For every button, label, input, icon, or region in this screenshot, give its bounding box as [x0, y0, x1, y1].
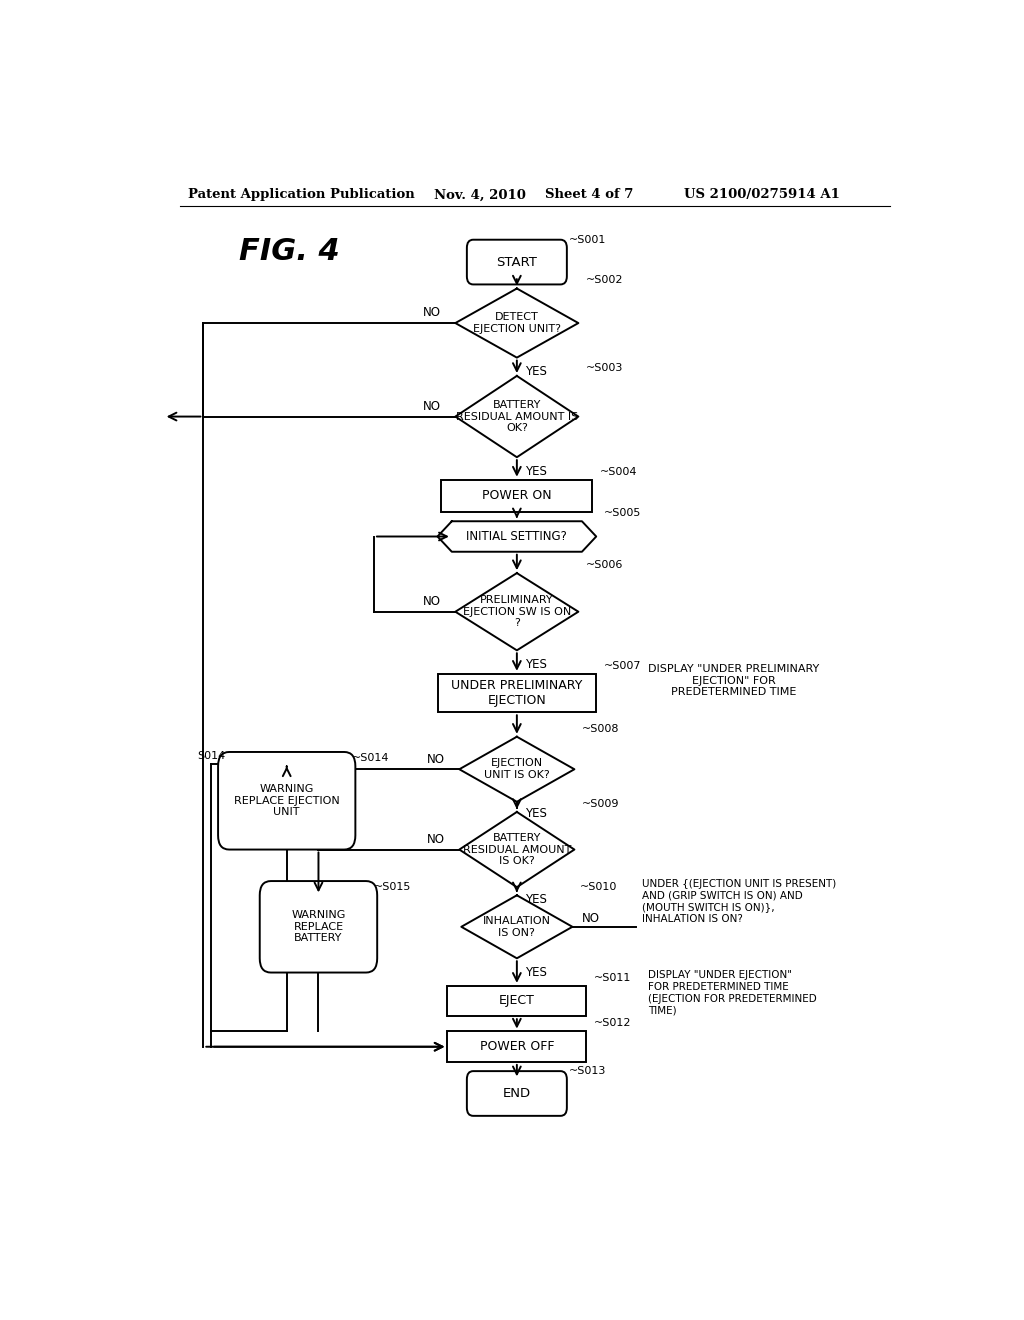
Text: ~S002: ~S002 [587, 276, 624, 285]
Text: YES: YES [524, 892, 547, 906]
Polygon shape [456, 289, 579, 358]
Text: ~S008: ~S008 [583, 723, 620, 734]
Text: NO: NO [423, 306, 441, 319]
Polygon shape [437, 521, 596, 552]
Text: END: END [503, 1086, 530, 1100]
Text: BATTERY
RESIDUAL AMOUNT IS
OK?: BATTERY RESIDUAL AMOUNT IS OK? [456, 400, 578, 433]
Text: ~S012: ~S012 [594, 1019, 632, 1028]
Text: YES: YES [524, 659, 547, 671]
FancyBboxPatch shape [467, 240, 567, 284]
Text: ~S014: ~S014 [352, 754, 390, 763]
Text: ~S011: ~S011 [594, 973, 632, 982]
Text: EJECTION
UNIT IS OK?: EJECTION UNIT IS OK? [484, 759, 550, 780]
Text: FIG. 4: FIG. 4 [240, 238, 340, 267]
Text: Patent Application Publication: Patent Application Publication [187, 189, 415, 202]
Text: ~S005: ~S005 [604, 508, 641, 519]
Text: START: START [497, 256, 538, 268]
Text: Sheet 4 of 7: Sheet 4 of 7 [545, 189, 633, 202]
FancyBboxPatch shape [260, 880, 377, 973]
Text: BATTERY
RESIDUAL AMOUNT
IS OK?: BATTERY RESIDUAL AMOUNT IS OK? [463, 833, 571, 866]
Text: ~S009: ~S009 [583, 799, 620, 809]
Text: WARNING
REPLACE EJECTION
UNIT: WARNING REPLACE EJECTION UNIT [233, 784, 340, 817]
Text: Nov. 4, 2010: Nov. 4, 2010 [433, 189, 525, 202]
Text: WARNING
REPLACE
BATTERY: WARNING REPLACE BATTERY [291, 911, 346, 944]
Bar [447, 986, 587, 1016]
Polygon shape [461, 895, 572, 958]
Text: UNDER {(EJECTION UNIT IS PRESENT)
AND (GRIP SWITCH IS ON) AND
(MOUTH SWITCH IS O: UNDER {(EJECTION UNIT IS PRESENT) AND (G… [642, 879, 837, 924]
Text: ~S006: ~S006 [587, 560, 624, 570]
Text: YES: YES [524, 366, 547, 379]
Text: ~S001: ~S001 [568, 235, 606, 244]
Text: S014: S014 [197, 751, 225, 762]
Text: NO: NO [427, 752, 445, 766]
Text: YES: YES [524, 808, 547, 821]
Text: NO: NO [582, 912, 600, 925]
Text: INITIAL SETTING?: INITIAL SETTING? [466, 531, 567, 543]
Text: NO: NO [427, 833, 445, 846]
Text: DETECT
EJECTION UNIT?: DETECT EJECTION UNIT? [473, 313, 561, 334]
FancyBboxPatch shape [218, 752, 355, 850]
Bar [437, 673, 596, 713]
Bar [441, 479, 592, 512]
Text: NO: NO [423, 595, 441, 609]
Text: ~S010: ~S010 [581, 882, 617, 892]
Text: YES: YES [524, 966, 547, 979]
Text: UNDER PRELIMINARY
EJECTION: UNDER PRELIMINARY EJECTION [452, 678, 583, 708]
Text: NO: NO [423, 400, 441, 413]
Text: PRELIMINARY
EJECTION SW IS ON
?: PRELIMINARY EJECTION SW IS ON ? [463, 595, 571, 628]
Polygon shape [456, 376, 579, 457]
Text: DISPLAY "UNDER EJECTION"
FOR PREDETERMINED TIME
(EJECTION FOR PREDETERMINED
TIME: DISPLAY "UNDER EJECTION" FOR PREDETERMIN… [648, 970, 816, 1015]
Text: YES: YES [524, 465, 547, 478]
Text: ~S015: ~S015 [374, 882, 412, 892]
Text: US 2100/0275914 A1: US 2100/0275914 A1 [684, 189, 840, 202]
Text: POWER ON: POWER ON [482, 490, 552, 503]
Text: ~S013: ~S013 [568, 1067, 606, 1076]
Text: EJECT: EJECT [499, 994, 535, 1007]
Text: ~S007: ~S007 [604, 661, 642, 671]
Bar [447, 1031, 587, 1063]
Text: DISPLAY "UNDER PRELIMINARY
EJECTION" FOR
PREDETERMINED TIME: DISPLAY "UNDER PRELIMINARY EJECTION" FOR… [648, 664, 819, 697]
Text: ~S003: ~S003 [587, 363, 624, 372]
Text: INHALATION
IS ON?: INHALATION IS ON? [483, 916, 551, 937]
Text: POWER OFF: POWER OFF [479, 1040, 554, 1053]
FancyBboxPatch shape [467, 1071, 567, 1115]
Polygon shape [460, 737, 574, 801]
Text: ~S004: ~S004 [600, 466, 638, 477]
Polygon shape [460, 812, 574, 887]
Polygon shape [456, 573, 579, 651]
